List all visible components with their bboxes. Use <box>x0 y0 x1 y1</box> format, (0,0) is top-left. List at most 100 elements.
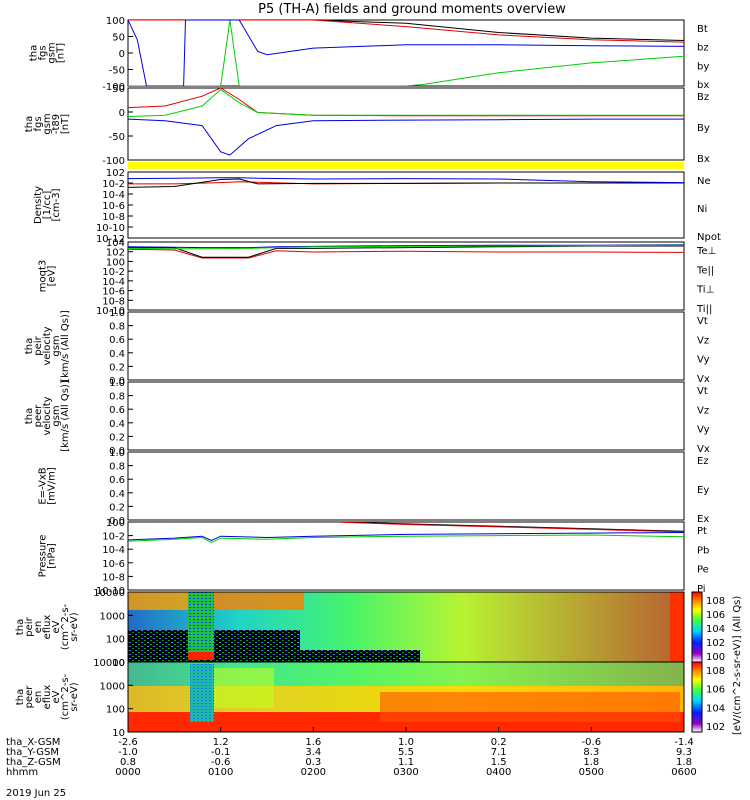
legend-Pt: Pt <box>697 526 707 537</box>
series-line-Pe <box>128 534 684 543</box>
ytick-label: 10-6 <box>102 559 125 570</box>
ephem-label: tha_Z-GSM <box>6 757 61 768</box>
legend-By: By <box>697 123 710 134</box>
panel-frame-fgs-t89 <box>127 87 685 161</box>
ytick-label: 10-10 <box>96 306 125 317</box>
ytick-label: 104 <box>106 238 125 249</box>
series-line-bx <box>128 20 684 86</box>
ylabel-panel-3: [eV] <box>47 266 58 287</box>
ytick-label: 0.6 <box>109 335 125 346</box>
ephem-value: -0.6 <box>582 737 602 748</box>
ylabel-panel-1: [nT] <box>60 114 71 134</box>
ytick-label: 100 <box>106 257 125 268</box>
legend-Ez: Ez <box>697 456 709 467</box>
ylabel-panel-0: tha <box>29 45 40 61</box>
series-line-Te⊥ <box>128 248 684 259</box>
ytick-label: -50 <box>109 66 125 77</box>
ephem-value: 0600 <box>671 767 696 778</box>
legend-Vz: Vz <box>697 405 709 416</box>
legend-Ey: Ey <box>697 485 709 496</box>
legend-bx: bx <box>697 80 709 91</box>
ytick-label: 0.0 <box>109 376 125 387</box>
ylabel-panel-9: (cm^2-s- <box>60 673 71 720</box>
ephem-value: 1.8 <box>676 757 692 768</box>
ephem-value: 0.3 <box>305 757 321 768</box>
colorbar-tick: 108 <box>706 666 725 677</box>
colorbar-electron-ticks: 108 106 104 102 <box>706 666 725 733</box>
ytick-label: 10-2 <box>102 532 125 543</box>
date-label: 2019 Jun 25 <box>6 788 66 799</box>
series-line-Ni <box>128 178 684 188</box>
ephem-value: -2.6 <box>118 737 138 748</box>
ytick-label: 10-10 <box>96 586 125 597</box>
ylabel-panel-7: Pressure <box>38 535 49 578</box>
ylabel-panel-9: en <box>33 691 44 704</box>
ephem-value: 0500 <box>579 767 604 778</box>
ytick-label: 0.4 <box>109 349 125 360</box>
ytick-label: 1000 <box>100 681 125 692</box>
legend-Vt: Vt <box>697 386 708 397</box>
ytick-label: 0.2 <box>109 362 125 373</box>
ephem-value: 0.8 <box>120 757 136 768</box>
ylabel-panel-8: peir <box>24 616 35 636</box>
colorbar-label: [eV/(cm^2-s-sr-eV)] (All Qs) <box>732 596 743 735</box>
ylabel-panel-0: fgs <box>38 45 49 60</box>
ytick-label: 50 <box>112 33 125 44</box>
ylabel-panel-0: gsm <box>47 42 58 63</box>
ytick-label: 10-12 <box>96 234 125 245</box>
ytick-label: -100 <box>102 156 125 167</box>
ylabel-panel-8: eV <box>51 620 62 633</box>
ylabel-panel-8: (cm^2-s- <box>60 603 71 650</box>
ylabel-panel-4: tha <box>24 338 35 354</box>
ytick-label: 0.2 <box>109 502 125 513</box>
ylabel-panel-8: eflux <box>42 615 53 640</box>
ytick-label: 10-10 <box>96 223 125 234</box>
ephem-value: 1.2 <box>213 737 229 748</box>
series-line-Bz <box>128 88 684 117</box>
legend-Vy: Vy <box>697 355 710 366</box>
panel-frame-fgs <box>127 19 685 87</box>
ylabel-panel-8: tha <box>15 619 26 635</box>
ephem-value: 1.0 <box>398 737 414 748</box>
colorbar-tick: 102 <box>706 722 725 733</box>
ephem-value: 5.5 <box>398 747 414 758</box>
y-axis-labels: thafgsgsm[nT]thafgsgsm-t89[nT]Density[1/… <box>15 42 80 720</box>
series-line-Bx <box>128 118 684 156</box>
legend-Pb: Pb <box>697 545 709 556</box>
ephem-value: 9.3 <box>676 747 692 758</box>
ytick-label: 0 <box>119 49 125 60</box>
legend-Vt: Vt <box>697 316 708 327</box>
ylabel-panel-2: [cm-3] <box>51 188 62 221</box>
figure-title: P5 (TH-A) fields and ground moments over… <box>258 2 566 17</box>
ephem-value: 8.3 <box>583 747 599 758</box>
ephem-label: tha_X-GSM <box>6 737 60 748</box>
legend-Npot: Npot <box>697 232 721 243</box>
legend-Pe: Pe <box>697 565 709 576</box>
colorbar-tick: 106 <box>706 685 725 696</box>
panel-frame-efield <box>127 451 685 521</box>
ephem-value: 3.4 <box>305 747 321 758</box>
ephem-value: 0.2 <box>491 737 507 748</box>
ylabel-panel-9: sr-eV) <box>69 682 80 711</box>
ytick-label: 10-8 <box>102 212 125 223</box>
ylabel-panel-6: [mV/m] <box>47 467 58 505</box>
ylabel-panel-5: [km/s (All Qs)] <box>60 380 71 452</box>
series-line-By <box>128 88 684 117</box>
legend-Vx: Vx <box>697 444 710 455</box>
ytick-label: 10-2 <box>102 267 125 278</box>
ylabel-panel-5: peer <box>33 404 44 428</box>
ytick-label: 1000 <box>100 611 125 622</box>
ylabel-panel-4: gsm <box>51 335 62 356</box>
ytick-label: 100 <box>106 16 125 27</box>
legend-Vx: Vx <box>697 374 710 385</box>
series-lines <box>128 20 684 543</box>
ephem-value: 0000 <box>115 767 140 778</box>
ylabel-panel-4: peir <box>33 335 44 355</box>
ephem-value: 0400 <box>486 767 511 778</box>
ytick-label: 10-8 <box>102 572 125 583</box>
ylabel-panel-7: [nPa] <box>47 543 58 569</box>
ytick-label: -50 <box>109 132 125 143</box>
ephem-label: hhmm <box>6 767 38 778</box>
series-line-Pb <box>341 522 684 533</box>
ylabel-panel-1: fgs <box>33 116 44 131</box>
